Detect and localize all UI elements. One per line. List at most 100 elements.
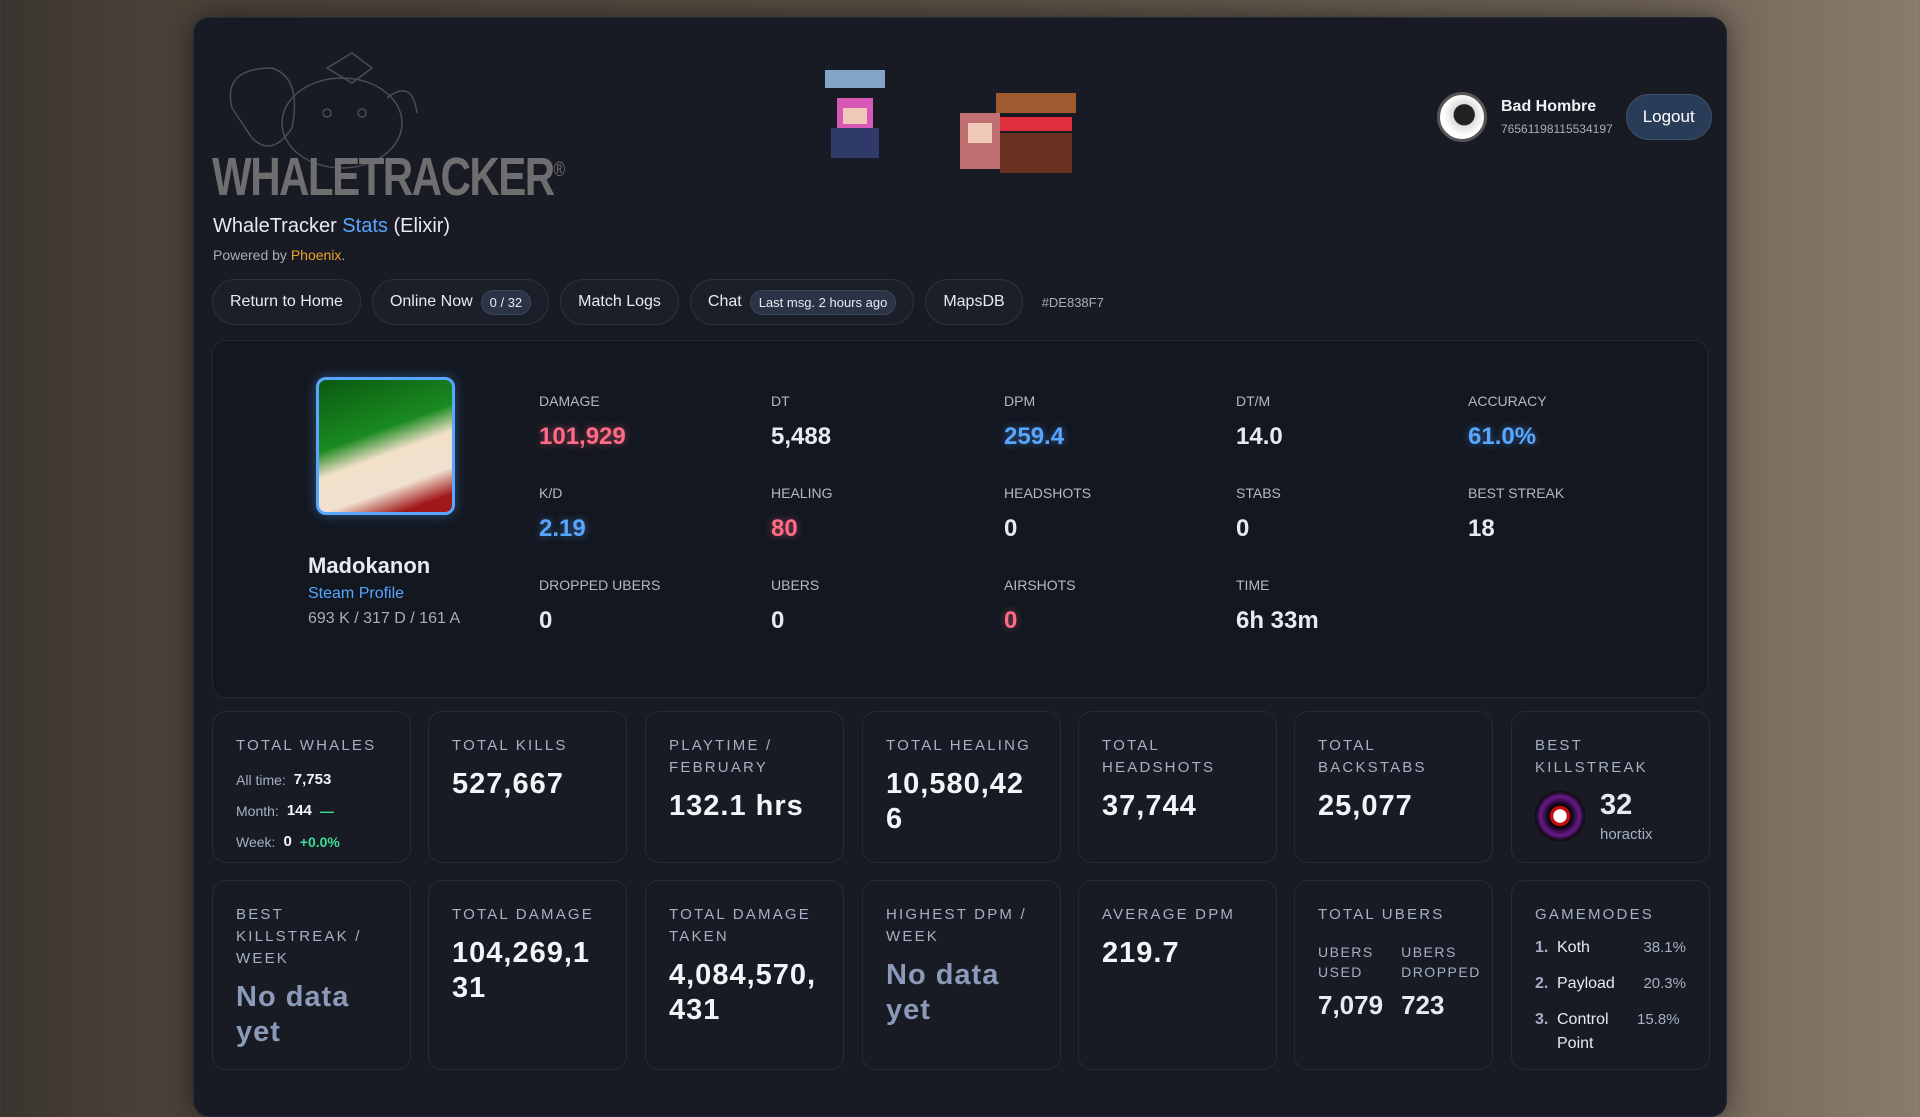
- stat-value: 0: [539, 607, 553, 634]
- ubers-dropped-value: 723: [1401, 990, 1445, 1020]
- killstreak-player-name[interactable]: horactix: [1600, 826, 1653, 843]
- killstreak-player-avatar[interactable]: [1535, 791, 1585, 841]
- card-value: 10,580,426: [886, 768, 1025, 835]
- stat-ubers: UBERS 0: [771, 577, 819, 635]
- gamemode-item: 2. Payload 20.3%: [1535, 975, 1686, 992]
- user-panel: Bad Hombre 76561198115534197 Logout: [1437, 92, 1712, 142]
- stat-label: HEALING: [771, 485, 833, 501]
- card-total-headshots: TOTAL HEADSHOTS 37,744: [1078, 711, 1277, 863]
- ubers-used-label: UBERS USED: [1318, 944, 1374, 980]
- stat-label: DPM: [1004, 393, 1036, 409]
- card-highest-dpm-week: HIGHEST DPM / WEEK No data yet: [862, 880, 1061, 1070]
- stat-value: 5,488: [771, 423, 832, 450]
- card-total-damage: TOTAL DAMAGE 104,269,131: [428, 880, 627, 1070]
- gamemode-item: 1. Koth 38.1%: [1535, 939, 1686, 956]
- card-label: BEST KILLSTREAK: [1535, 737, 1648, 776]
- return-home-button[interactable]: Return to Home: [212, 279, 361, 325]
- stat-label: STABS: [1236, 485, 1281, 501]
- card-label: GAMEMODES: [1535, 906, 1654, 923]
- card-total-backstabs: TOTAL BACKSTABS 25,077: [1294, 711, 1493, 863]
- stat-label: HEADSHOTS: [1004, 485, 1092, 501]
- whales-week: Week: 0 +0.0%: [236, 833, 340, 850]
- card-label: PLAYTIME / FEBRUARY: [669, 737, 773, 776]
- gamemode-item: 3. Control Point 15.8%: [1535, 1011, 1680, 1052]
- card-total-damage-taken: TOTAL DAMAGE TAKEN 4,084,570,431: [645, 880, 844, 1070]
- stat-label: TIME: [1236, 577, 1270, 593]
- online-count-badge: 0 / 32: [480, 289, 532, 315]
- card-value: 4,084,570,431: [669, 959, 817, 1026]
- mapsdb-button[interactable]: MapsDB: [925, 279, 1023, 325]
- stat-label: DAMAGE: [539, 393, 600, 409]
- stat-dt: DT 5,488: [771, 393, 831, 451]
- card-average-dpm: AVERAGE DPM 219.7: [1078, 880, 1277, 1070]
- card-label: HIGHEST DPM / WEEK: [886, 906, 1027, 945]
- card-label: TOTAL KILLS: [452, 737, 568, 754]
- stat-value: 0: [1004, 515, 1018, 542]
- stat-stabs: STABS 0: [1236, 485, 1281, 543]
- card-value: 132.1 hrs: [669, 790, 804, 822]
- card-label: TOTAL DAMAGE: [452, 906, 594, 923]
- stat-label: AIRSHOTS: [1004, 577, 1076, 593]
- stat-dropped-ubers: DROPPED UBERS 0: [539, 577, 660, 635]
- mapsdb-label: MapsDB: [943, 293, 1005, 310]
- logout-button[interactable]: Logout: [1625, 94, 1712, 140]
- card-label: TOTAL DAMAGE TAKEN: [669, 906, 811, 945]
- return-home-label: Return to Home: [230, 293, 343, 310]
- card-value: 25,077: [1318, 790, 1413, 822]
- card-label: TOTAL WHALES: [236, 737, 377, 754]
- steam-profile-link[interactable]: Steam Profile: [308, 585, 405, 602]
- stat-k-d: K/D 2.19: [539, 485, 586, 543]
- stat-damage: DAMAGE 101,929: [539, 393, 626, 451]
- card-best-killstreak-week: BEST KILLSTREAK / WEEK No data yet: [212, 880, 411, 1070]
- user-avatar[interactable]: [1437, 92, 1487, 142]
- stat-label: DT/M: [1236, 393, 1271, 409]
- app-title: WhaleTracker Stats (Elixir): [213, 215, 451, 237]
- card-total-healing: TOTAL HEALING 10,580,426: [862, 711, 1061, 863]
- stat-label: K/D: [539, 485, 563, 501]
- stat-label: ACCURACY: [1468, 393, 1547, 409]
- card-best-killstreak: BEST KILLSTREAK 32 horactix: [1511, 711, 1710, 863]
- match-logs-button[interactable]: Match Logs: [560, 279, 679, 325]
- card-value: No data yet: [236, 981, 350, 1048]
- match-logs-label: Match Logs: [578, 293, 661, 310]
- stat-dpm: DPM 259.4: [1004, 393, 1064, 451]
- stat-value: 0: [1236, 515, 1250, 542]
- ubers-used-value: 7,079: [1318, 990, 1384, 1020]
- stat-value: 80: [771, 515, 798, 542]
- player-avatar: [316, 377, 455, 515]
- card-label: TOTAL UBERS: [1318, 906, 1445, 923]
- logo-text: WHALETRACKER®: [212, 147, 565, 207]
- card-playtime: PLAYTIME / FEBRUARY 132.1 hrs: [645, 711, 844, 863]
- stat-best-streak: BEST STREAK 18: [1468, 485, 1564, 543]
- stat-value: 0: [1004, 607, 1018, 634]
- main-panel: WHALETRACKER® WhaleTracker Stats (Elixir…: [193, 17, 1727, 1117]
- stat-value: 14.0: [1236, 423, 1283, 450]
- ubers-dropped-label: UBERS DROPPED: [1401, 944, 1481, 980]
- whales-all-time: All time: 7,753: [236, 771, 332, 788]
- stat-headshots: HEADSHOTS 0: [1004, 485, 1091, 543]
- whales-month: Month: 144—: [236, 802, 334, 819]
- card-value: 527,667: [452, 768, 564, 800]
- card-value: No data yet: [886, 959, 1000, 1026]
- card-gamemodes: GAMEMODES 1. Koth 38.1% 2. Payload 20.3% 3. C…: [1511, 880, 1710, 1070]
- card-label: TOTAL HEADSHOTS: [1102, 737, 1216, 776]
- card-value: 104,269,131: [452, 937, 591, 1004]
- stat-accuracy: ACCURACY 61.0%: [1468, 393, 1547, 451]
- card-total-kills: TOTAL KILLS 527,667: [428, 711, 627, 863]
- phoenix-link[interactable]: Phoenix: [290, 247, 342, 263]
- stat-label: DROPPED UBERS: [539, 577, 661, 593]
- chat-last-badge: Last msg. 2 hours ago: [749, 289, 897, 315]
- stat-value: 0: [771, 607, 785, 634]
- pixel-sprite-shop-icon: [960, 93, 1076, 173]
- online-now-button[interactable]: Online Now 0 / 32: [371, 279, 550, 325]
- stat-healing: HEALING 80: [771, 485, 832, 543]
- stat-label: UBERS: [771, 577, 820, 593]
- user-name: Bad Hombre: [1501, 98, 1597, 115]
- chat-button[interactable]: Chat Last msg. 2 hours ago: [689, 279, 915, 325]
- user-steam-id: 76561198115534197: [1501, 122, 1613, 136]
- stat-time: TIME 6h 33m: [1236, 577, 1319, 635]
- card-label: TOTAL BACKSTABS: [1318, 737, 1427, 776]
- powered-by: Powered by Phoenix.: [213, 247, 346, 263]
- stat-value: 18: [1468, 515, 1495, 542]
- card-value: 32: [1600, 789, 1633, 821]
